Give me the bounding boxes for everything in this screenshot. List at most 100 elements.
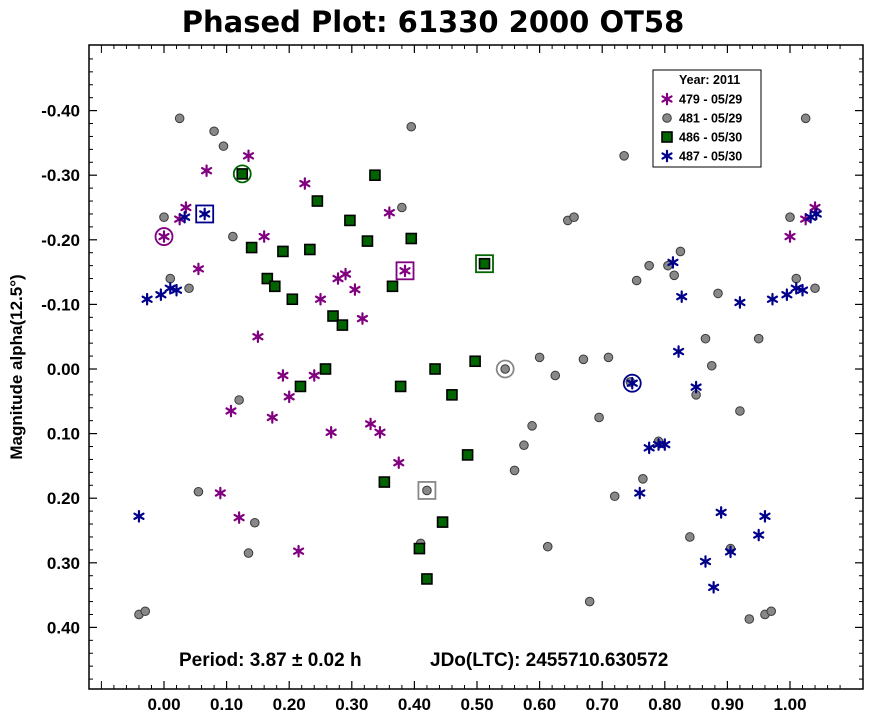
series-479-point bbox=[325, 426, 337, 439]
series-487-point bbox=[170, 283, 183, 297]
series-481-point bbox=[766, 606, 777, 617]
series-481-point bbox=[209, 126, 219, 137]
series-487-point bbox=[643, 441, 655, 455]
series-481-point bbox=[744, 614, 755, 624]
series-481-point bbox=[165, 273, 176, 284]
series-481-point bbox=[527, 421, 537, 431]
series-481-point bbox=[159, 212, 169, 222]
series-479-point bbox=[233, 511, 245, 524]
x-tick-label: 0.80 bbox=[648, 695, 681, 714]
y-axis-title: Magnitude alpha(12.5°) bbox=[7, 274, 26, 459]
y-tick-label: 0.30 bbox=[47, 554, 80, 573]
series-479-point bbox=[266, 411, 278, 424]
series-486-point bbox=[405, 232, 418, 245]
series-481-point bbox=[193, 486, 204, 497]
x-tick-label: 0.40 bbox=[398, 695, 431, 714]
legend-marker-series-487 bbox=[661, 149, 673, 163]
x-tick-label: 0.50 bbox=[460, 695, 493, 714]
y-tick-label: -0.30 bbox=[41, 166, 80, 185]
series-487-point bbox=[141, 292, 153, 306]
series-481-point bbox=[675, 246, 686, 257]
series-487-point bbox=[133, 509, 145, 523]
period-note: Period: 3.87 ± 0.02 h bbox=[179, 650, 362, 671]
series-481-point bbox=[735, 406, 745, 416]
legend-marker-series-486 bbox=[661, 131, 673, 143]
series-481-point bbox=[753, 333, 764, 344]
series-481-point bbox=[810, 283, 820, 294]
series-481-point bbox=[184, 283, 194, 294]
series-481-point bbox=[594, 412, 604, 423]
x-tick-label: 0.70 bbox=[586, 695, 619, 714]
series-487-point bbox=[810, 207, 822, 221]
x-tick-label: 1.00 bbox=[773, 695, 806, 714]
series-486-point bbox=[294, 380, 307, 393]
series-487-point bbox=[708, 581, 720, 594]
axes-group: 0.00 0.10 0.20 0.30 0.40 0.50 0.60 0.70 0.80 0.90… bbox=[41, 45, 863, 714]
y-tick-label: 0.00 bbox=[47, 360, 80, 379]
series-487-point bbox=[676, 290, 688, 303]
series-487-point bbox=[781, 288, 793, 302]
series-486-point bbox=[394, 380, 407, 393]
series-486-point bbox=[304, 243, 316, 256]
y-tick-label: -0.40 bbox=[41, 102, 80, 121]
series-481-point bbox=[174, 113, 185, 124]
series-481-point bbox=[619, 151, 629, 161]
y-tick-label: -0.10 bbox=[41, 295, 80, 314]
series-479-point bbox=[339, 267, 352, 281]
series-479-point bbox=[158, 230, 170, 243]
x-tick-label: 0.20 bbox=[273, 695, 306, 714]
reference-point-square bbox=[475, 254, 494, 274]
series-486-point bbox=[378, 476, 391, 488]
series-479-point bbox=[292, 544, 305, 558]
x-tick-label: 0.00 bbox=[147, 695, 180, 714]
reference-point-square bbox=[195, 204, 215, 224]
series-481-point bbox=[406, 121, 417, 132]
series-486-point bbox=[421, 573, 433, 585]
series-481-point bbox=[249, 517, 260, 528]
series-481-point bbox=[509, 465, 520, 476]
series-481-point bbox=[785, 212, 795, 222]
series-486-point bbox=[311, 195, 324, 207]
series-486-point bbox=[236, 168, 249, 180]
series-479-point bbox=[258, 230, 270, 243]
series-487-point bbox=[759, 509, 771, 523]
data-points-group bbox=[133, 113, 822, 624]
series-487-point bbox=[690, 380, 702, 394]
y-tick-label: 0.10 bbox=[47, 425, 80, 444]
series-479-point bbox=[283, 390, 295, 404]
series-481-point bbox=[631, 275, 642, 286]
series-481-points bbox=[134, 113, 820, 624]
series-479-point bbox=[242, 149, 255, 163]
series-479-point bbox=[784, 230, 796, 243]
series-479-point bbox=[214, 486, 226, 500]
series-481-point bbox=[569, 212, 579, 222]
series-479-point bbox=[332, 272, 344, 285]
legend-marker-series-481 bbox=[662, 113, 672, 123]
series-487-point bbox=[766, 292, 779, 306]
series-479-point bbox=[393, 456, 405, 469]
series-487-point bbox=[199, 207, 211, 221]
series-486-point bbox=[446, 389, 458, 401]
series-481-point bbox=[243, 548, 254, 558]
legend-label: 481 - 05/29 bbox=[679, 112, 742, 126]
series-481-point bbox=[218, 141, 229, 151]
series-479-point bbox=[356, 312, 369, 325]
series-486-point bbox=[386, 280, 399, 293]
legend-title: Year: 2011 bbox=[679, 73, 740, 87]
series-487-point bbox=[626, 376, 638, 390]
legend-label: 479 - 05/29 bbox=[679, 93, 742, 107]
reference-point-circle bbox=[232, 164, 252, 184]
legend-label: 486 - 05/30 bbox=[679, 131, 742, 145]
y-tick-label: 0.20 bbox=[47, 489, 80, 508]
reference-point-circle bbox=[622, 373, 642, 393]
chart-title: Phased Plot: 61330 2000 OT58 bbox=[182, 5, 685, 39]
series-481-point bbox=[422, 485, 432, 496]
series-486-point bbox=[319, 363, 332, 375]
series-486-point bbox=[469, 355, 481, 368]
series-486-point bbox=[286, 293, 299, 306]
series-487-points bbox=[133, 207, 822, 594]
series-487-point bbox=[734, 296, 746, 309]
series-486-point bbox=[436, 516, 449, 528]
series-487-point bbox=[672, 345, 685, 358]
series-481-point bbox=[800, 113, 811, 124]
